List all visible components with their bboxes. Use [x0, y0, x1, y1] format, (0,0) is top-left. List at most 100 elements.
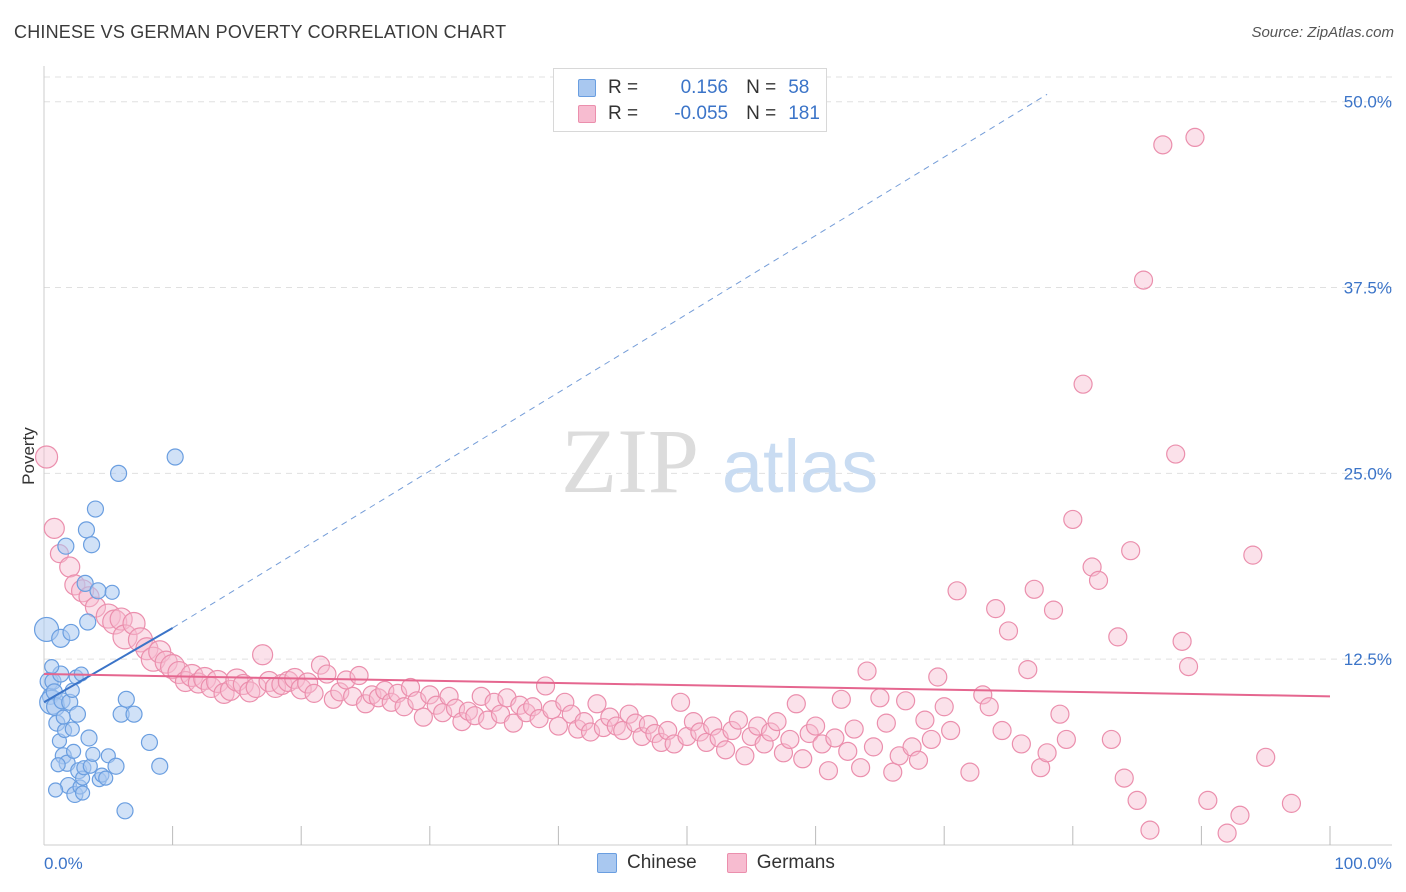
chinese-point: [104, 584, 120, 600]
germans-point: [1243, 545, 1263, 565]
chinese-swatch: [578, 79, 596, 97]
germans-point: [1217, 823, 1237, 843]
germans-point: [921, 729, 941, 750]
chinese-trend-line: [43, 627, 174, 704]
y-axis-label: Poverty: [19, 427, 38, 485]
germans-point: [587, 694, 607, 714]
germans-point: [870, 688, 890, 708]
germans-point: [715, 740, 736, 760]
source-label: Source: ZipAtlas.com: [1251, 24, 1394, 41]
germans-point: [1166, 444, 1186, 464]
chinese-point: [85, 746, 101, 762]
chinese-point: [109, 464, 128, 482]
chinese-legend-swatch: [597, 853, 617, 873]
germans-point: [433, 703, 453, 723]
germans-point: [799, 723, 819, 744]
germans-point: [465, 706, 485, 726]
chinese-legend-label: Chinese: [627, 852, 697, 873]
germans-trend-line: [43, 673, 1331, 698]
germans-point: [793, 749, 813, 769]
germans-legend-label: Germans: [756, 852, 835, 873]
germans-point: [1056, 729, 1076, 750]
germans-point: [928, 667, 948, 687]
chinese-point: [86, 500, 105, 518]
germans-point: [1108, 627, 1128, 647]
germans-point: [786, 694, 806, 714]
germans-point: [735, 746, 755, 766]
r-value: 0.156: [680, 77, 729, 98]
germans-point: [330, 682, 350, 702]
germans-point: [683, 712, 704, 732]
chinese-point: [50, 757, 66, 773]
germans-point: [43, 517, 65, 539]
chinese-point: [44, 659, 60, 675]
chinese-point: [151, 757, 169, 775]
germans-point: [979, 697, 999, 717]
germans-point: [1063, 509, 1083, 530]
legend-row-chinese: R = 0.156 N = 58: [578, 75, 809, 101]
germans-point: [112, 624, 138, 650]
y-tick-label: 12.5%: [1344, 650, 1392, 669]
germans-point: [728, 710, 749, 730]
germans-point: [831, 689, 851, 709]
chinese-point: [80, 729, 98, 747]
germans-point: [1153, 135, 1173, 155]
r-label: R =: [608, 77, 639, 98]
germans-point: [960, 762, 980, 782]
germans-point: [368, 688, 388, 708]
germans-point: [258, 670, 280, 693]
germans-point: [503, 713, 523, 733]
germans-point: [349, 665, 369, 686]
germans-point: [915, 710, 935, 730]
germans-point: [908, 750, 929, 770]
chinese-point: [76, 574, 94, 592]
y-tick-label: 50.0%: [1344, 93, 1392, 112]
n-value: 181: [788, 103, 820, 124]
germans-point: [1127, 790, 1147, 811]
germans-point: [1185, 127, 1205, 148]
y-tick-label: 25.0%: [1344, 464, 1392, 483]
chinese-point: [65, 743, 82, 759]
germans-point: [420, 685, 440, 705]
germans-point: [754, 734, 774, 754]
germans-point: [838, 741, 858, 761]
germans-point: [818, 761, 839, 781]
germans-point: [883, 762, 903, 782]
chinese-point: [62, 623, 80, 642]
germans-point: [34, 445, 59, 469]
germans-point: [825, 728, 845, 748]
germans-point: [1088, 570, 1109, 590]
legend-row-germans: R = -0.055 N = 181: [578, 101, 820, 127]
x-tick-label: 100.0%: [1334, 854, 1392, 873]
germans-point: [1101, 729, 1121, 750]
n-value: 58: [788, 77, 810, 98]
germans-point: [1037, 743, 1057, 763]
series-legend: Chinese Germans: [597, 852, 835, 874]
chinese-point: [117, 690, 135, 708]
germans-point: [523, 697, 543, 717]
germans-point: [1073, 374, 1093, 394]
germans-point: [696, 732, 716, 753]
germans-point: [1230, 805, 1250, 825]
germans-point: [1121, 541, 1141, 561]
chinese-point: [57, 537, 75, 555]
germans-point: [1133, 270, 1154, 290]
germans-point: [941, 720, 961, 741]
germans-point: [857, 661, 877, 681]
germans-point: [1172, 631, 1192, 651]
chinese-point: [98, 770, 114, 786]
germans-point: [484, 692, 504, 712]
germans-point: [1011, 734, 1031, 754]
chinese-point: [64, 721, 80, 737]
chinese-point: [68, 705, 87, 723]
germans-point: [863, 737, 884, 757]
germans-point: [1114, 768, 1134, 788]
chinese-points: [33, 448, 184, 820]
germans-point: [304, 683, 324, 703]
germans-point: [1050, 704, 1070, 724]
germans-point: [535, 676, 556, 696]
axes: [43, 66, 1392, 846]
germans-point: [1018, 659, 1038, 680]
correlation-legend: R = 0.156 N = 58 R = -0.055 N = 181: [553, 68, 827, 132]
